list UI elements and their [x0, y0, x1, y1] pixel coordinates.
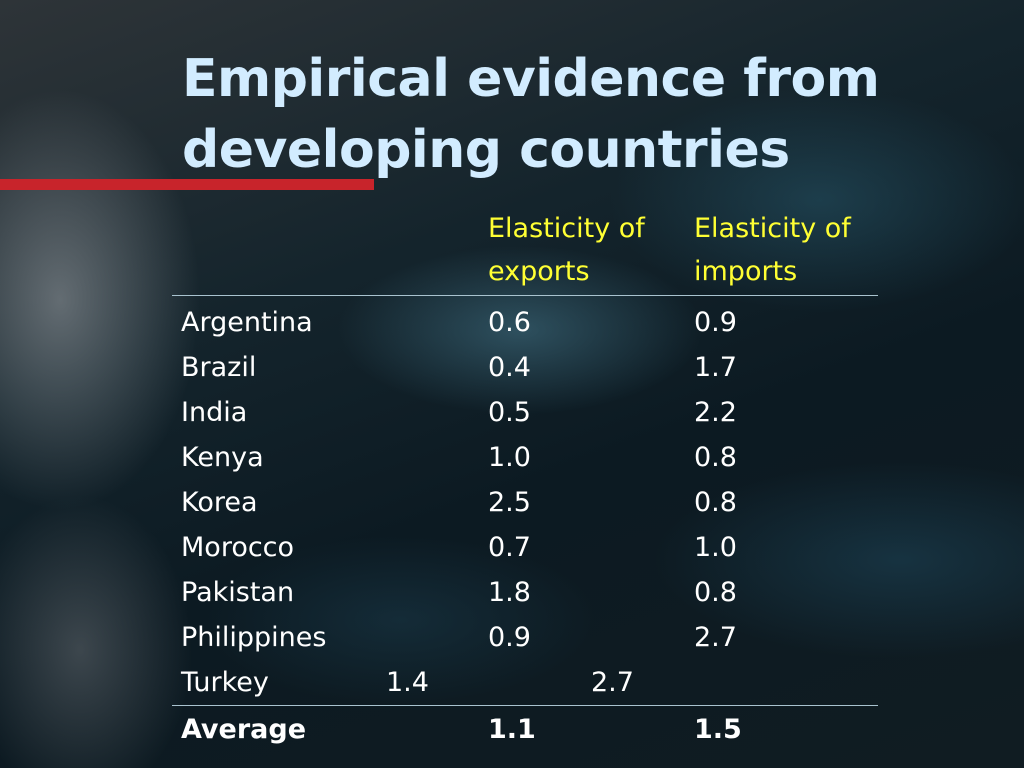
exports-cell: 1.4: [386, 660, 685, 706]
exports-cell: 0.9: [488, 622, 531, 653]
average-row: Average 1.1 1.5: [172, 706, 878, 755]
imports-cell: 2.7: [591, 660, 878, 706]
average-label: Average: [181, 714, 307, 745]
exports-cell: 1.8: [488, 577, 531, 608]
imports-cell: 1.0: [694, 532, 737, 563]
header-exports: Elasticity of exports: [479, 205, 685, 296]
table-row: Argentina 0.6 0.9: [172, 296, 878, 346]
country-cell: Philippines: [181, 622, 327, 653]
imports-cell: 0.9: [694, 307, 737, 338]
country-cell: Turkey: [172, 660, 479, 706]
imports-cell: 1.7: [694, 352, 737, 383]
title-line-2: developing countries: [182, 120, 790, 180]
exports-cell: 0.6: [488, 307, 531, 338]
country-cell: Morocco: [181, 532, 295, 563]
imports-cell: 0.8: [694, 442, 737, 473]
table-row: Pakistan 1.8 0.8: [172, 570, 878, 615]
exports-value: 1.4: [386, 667, 429, 698]
slide-title: Empirical evidence from developing count…: [182, 44, 982, 186]
table-header-row: Elasticity of exports Elasticity of impo…: [172, 205, 878, 296]
exports-cell: 0.5: [488, 397, 531, 428]
exports-cell: 0.4: [488, 352, 531, 383]
imports-cell: 2.7: [694, 622, 737, 653]
table-row: Philippines 0.9 2.7: [172, 615, 878, 660]
elasticity-table-container: Elasticity of exports Elasticity of impo…: [172, 205, 878, 754]
exports-cell: 1.0: [488, 442, 531, 473]
title-line-1: Empirical evidence from: [182, 49, 880, 109]
elasticity-table: Elasticity of exports Elasticity of impo…: [172, 205, 878, 754]
accent-rule: [0, 179, 374, 190]
imports-cell: 0.8: [694, 577, 737, 608]
exports-cell: 0.7: [488, 532, 531, 563]
header-country: [172, 205, 479, 296]
header-imports: Elasticity of imports: [685, 205, 878, 296]
exports-cell: 2.5: [488, 487, 531, 518]
table-row: Turkey 1.4 2.7: [172, 660, 878, 706]
imports-cell: 2.2: [694, 397, 737, 428]
table-row: Morocco 0.7 1.0: [172, 525, 878, 570]
table-row: Brazil 0.4 1.7: [172, 345, 878, 390]
country-cell: India: [181, 397, 248, 428]
table-row: India 0.5 2.2: [172, 390, 878, 435]
table-row: Korea 2.5 0.8: [172, 480, 878, 525]
country-cell: Korea: [181, 487, 258, 518]
imports-cell: 0.8: [694, 487, 737, 518]
country-cell: Kenya: [181, 442, 264, 473]
country-cell: Brazil: [181, 352, 257, 383]
average-exports: 1.1: [488, 714, 536, 745]
country-cell: Pakistan: [181, 577, 295, 608]
imports-value: 2.7: [591, 667, 634, 698]
country-cell: Argentina: [181, 307, 313, 338]
average-imports: 1.5: [694, 714, 742, 745]
table-row: Kenya 1.0 0.8: [172, 435, 878, 480]
